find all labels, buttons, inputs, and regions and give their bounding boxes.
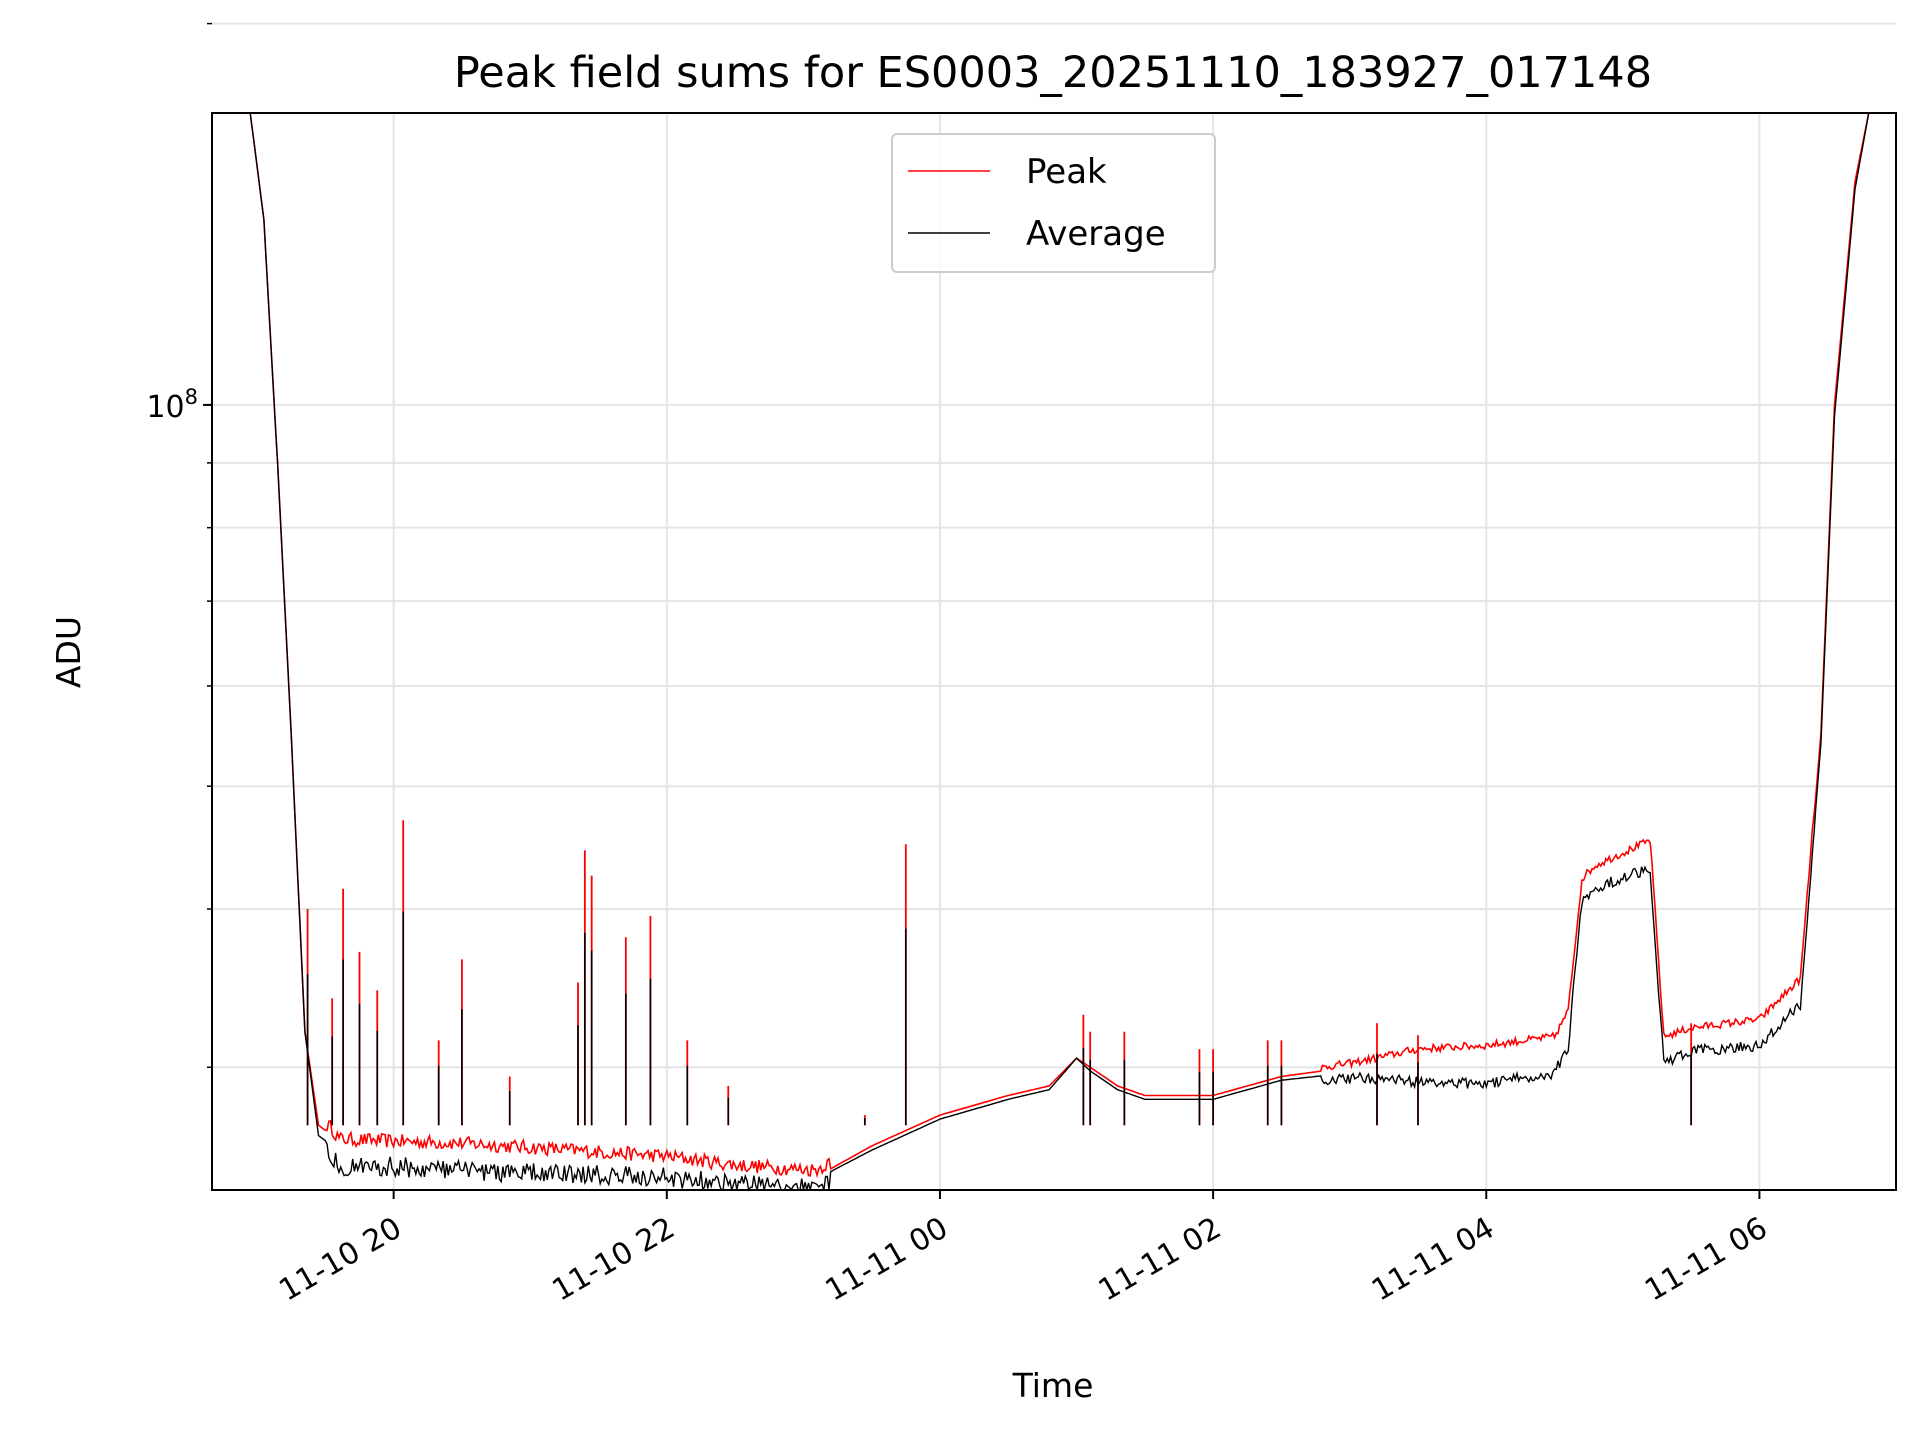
legend-label-average: Average bbox=[1026, 214, 1166, 254]
chart-title: Peak field sums for ES0003_20251110_1839… bbox=[454, 48, 1652, 98]
x-axis-label: Time bbox=[1012, 1366, 1094, 1405]
legend-box bbox=[891, 133, 1216, 273]
y-axis-label: ADU bbox=[49, 616, 88, 688]
grid bbox=[212, 22, 1896, 1190]
legend-label-peak: Peak bbox=[1026, 152, 1107, 192]
y-tick-label: 108 bbox=[146, 385, 198, 425]
plot-frame bbox=[211, 112, 1897, 1191]
series-layer bbox=[236, 112, 1896, 1192]
series-line-average bbox=[236, 112, 1896, 1192]
series-line-peak bbox=[236, 112, 1896, 1179]
legend: Peak Average bbox=[891, 133, 1216, 273]
